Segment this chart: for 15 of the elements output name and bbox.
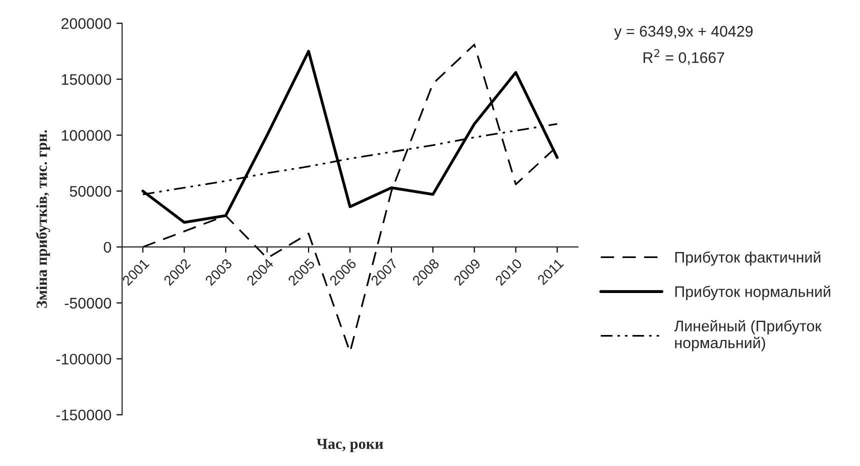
y-tick-label: 50000	[70, 186, 112, 197]
y-tick-label: 100000	[62, 130, 112, 141]
x-axis-title: Час, роки	[316, 438, 384, 452]
legend-label: Прибуток фактичний	[675, 251, 820, 266]
legend-label: Линейный (Прибуток нормальний)	[674, 320, 822, 352]
y-axis-title: Зміна прибутків, тис. грн.	[36, 130, 50, 308]
y-tick-label: -100000	[56, 354, 112, 365]
y-tick-label: 0	[104, 242, 112, 253]
text: y = 6349,9x + 40429	[614, 26, 753, 40]
text: R$^{2}$ = 0,1667	[644, 49, 724, 65]
y-tick-label: 200000	[61, 18, 112, 29]
y-tick-label: -50000	[64, 298, 112, 309]
y-tick-label: -150000	[56, 410, 112, 420]
y-tick-label: 150000	[62, 74, 112, 85]
legend-label: Прибуток нормальний	[675, 286, 830, 300]
